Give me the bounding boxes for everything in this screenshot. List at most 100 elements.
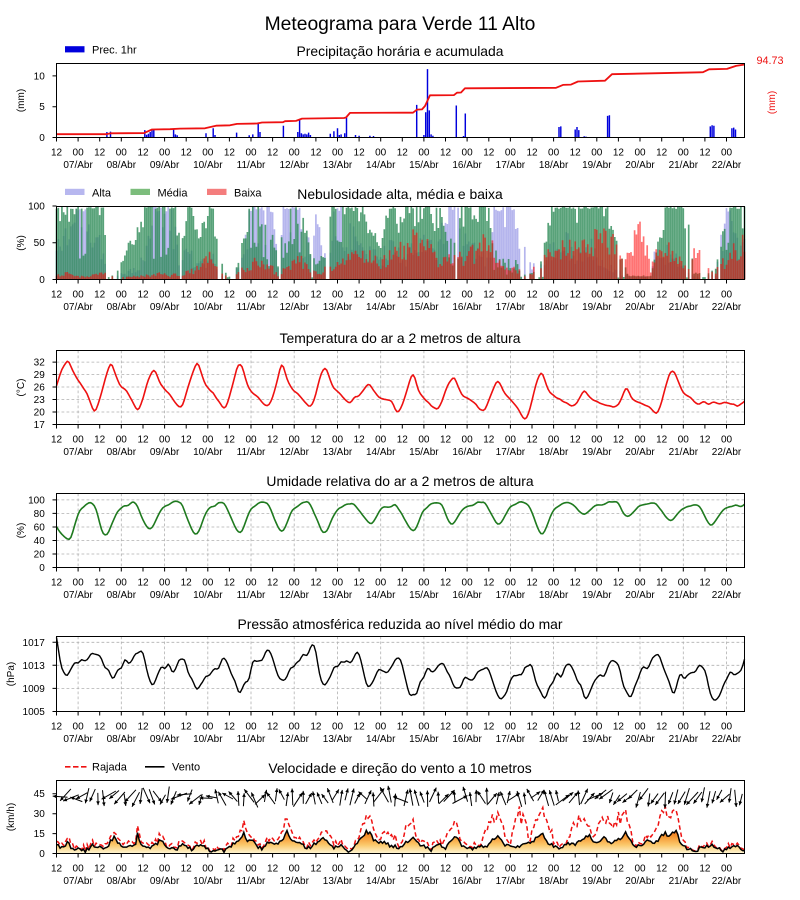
svg-text:12: 12 [224, 435, 236, 446]
svg-text:00: 00 [591, 148, 603, 159]
svg-text:00: 00 [505, 290, 517, 301]
svg-text:100: 100 [28, 495, 45, 506]
svg-text:Pressão atmosférica reduzida a: Pressão atmosférica reduzida ao nível mé… [237, 616, 562, 632]
svg-text:00: 00 [159, 578, 171, 589]
svg-text:00: 00 [418, 148, 430, 159]
svg-text:11/Abr: 11/Abr [237, 590, 266, 601]
svg-text:18/Abr: 18/Abr [539, 447, 569, 458]
svg-text:80: 80 [34, 509, 46, 520]
svg-text:5: 5 [39, 102, 45, 113]
svg-text:12: 12 [310, 578, 322, 589]
svg-text:09/Abr: 09/Abr [150, 447, 180, 458]
svg-text:19/Abr: 19/Abr [582, 734, 612, 745]
svg-text:12: 12 [440, 290, 452, 301]
svg-text:12: 12 [137, 578, 149, 589]
svg-text:00: 00 [375, 578, 387, 589]
svg-text:22/Abr: 22/Abr [712, 876, 742, 887]
svg-text:12: 12 [267, 578, 279, 589]
svg-text:00: 00 [462, 722, 474, 733]
svg-text:08/Abr: 08/Abr [107, 447, 137, 458]
svg-text:00: 00 [678, 148, 690, 159]
svg-text:22/Abr: 22/Abr [712, 160, 742, 171]
svg-text:12: 12 [526, 290, 538, 301]
svg-text:15/Abr: 15/Abr [409, 590, 439, 601]
svg-text:12: 12 [699, 722, 711, 733]
svg-text:50: 50 [34, 238, 46, 249]
svg-text:00: 00 [202, 435, 214, 446]
svg-text:00: 00 [505, 578, 517, 589]
svg-text:08/Abr: 08/Abr [107, 160, 137, 171]
svg-text:00: 00 [678, 290, 690, 301]
svg-text:00: 00 [159, 722, 171, 733]
svg-text:16/Abr: 16/Abr [452, 590, 482, 601]
svg-text:12: 12 [699, 290, 711, 301]
svg-text:17/Abr: 17/Abr [496, 590, 526, 601]
svg-text:00: 00 [73, 722, 85, 733]
svg-text:14/Abr: 14/Abr [366, 160, 396, 171]
svg-text:09/Abr: 09/Abr [150, 590, 180, 601]
svg-text:1005: 1005 [23, 707, 46, 718]
svg-text:12: 12 [224, 864, 236, 875]
svg-text:12: 12 [181, 578, 193, 589]
svg-text:00: 00 [332, 864, 344, 875]
svg-text:14/Abr: 14/Abr [366, 447, 396, 458]
svg-text:14/Abr: 14/Abr [366, 302, 396, 313]
svg-text:20/Abr: 20/Abr [625, 160, 655, 171]
svg-text:12: 12 [224, 290, 236, 301]
svg-text:00: 00 [634, 864, 646, 875]
svg-text:29: 29 [34, 370, 46, 381]
svg-text:00: 00 [591, 435, 603, 446]
svg-text:12: 12 [570, 148, 582, 159]
svg-text:12: 12 [440, 435, 452, 446]
svg-text:Rajada: Rajada [92, 762, 128, 774]
svg-text:12: 12 [397, 290, 409, 301]
svg-text:00: 00 [505, 864, 517, 875]
svg-text:12: 12 [94, 435, 106, 446]
svg-text:12: 12 [570, 578, 582, 589]
svg-text:13/Abr: 13/Abr [323, 447, 353, 458]
svg-text:16/Abr: 16/Abr [452, 876, 482, 887]
svg-text:21/Abr: 21/Abr [669, 160, 699, 171]
svg-text:12: 12 [137, 148, 149, 159]
svg-text:00: 00 [332, 290, 344, 301]
svg-text:60: 60 [34, 523, 46, 534]
svg-text:00: 00 [678, 722, 690, 733]
svg-text:(mm): (mm) [16, 89, 27, 112]
svg-text:11/Abr: 11/Abr [237, 734, 266, 745]
svg-text:12: 12 [483, 290, 495, 301]
svg-text:07/Abr: 07/Abr [63, 302, 93, 313]
svg-text:14/Abr: 14/Abr [366, 734, 396, 745]
svg-text:00: 00 [375, 722, 387, 733]
svg-text:Prec. 1hr: Prec. 1hr [92, 45, 137, 57]
svg-text:12: 12 [483, 148, 495, 159]
svg-text:00: 00 [245, 864, 257, 875]
svg-text:Temperatura do ar a 2 metros d: Temperatura do ar a 2 metros de altura [280, 330, 521, 346]
svg-text:15/Abr: 15/Abr [409, 160, 439, 171]
svg-text:11/Abr: 11/Abr [237, 876, 266, 887]
svg-text:12: 12 [137, 722, 149, 733]
svg-text:00: 00 [721, 864, 733, 875]
svg-text:17/Abr: 17/Abr [496, 734, 526, 745]
svg-text:40: 40 [34, 536, 46, 547]
svg-text:12/Abr: 12/Abr [279, 734, 309, 745]
svg-text:10/Abr: 10/Abr [193, 876, 223, 887]
svg-text:12: 12 [613, 290, 625, 301]
svg-text:(%): (%) [16, 523, 27, 539]
svg-text:00: 00 [332, 435, 344, 446]
svg-text:00: 00 [721, 722, 733, 733]
svg-text:12: 12 [94, 864, 106, 875]
svg-text:45: 45 [34, 789, 46, 800]
svg-text:00: 00 [245, 578, 257, 589]
svg-text:00: 00 [159, 290, 171, 301]
svg-text:15/Abr: 15/Abr [409, 876, 439, 887]
svg-text:00: 00 [159, 435, 171, 446]
svg-text:20/Abr: 20/Abr [625, 447, 655, 458]
svg-text:12: 12 [51, 148, 63, 159]
svg-text:12: 12 [570, 435, 582, 446]
svg-text:11/Abr: 11/Abr [237, 160, 266, 171]
svg-text:19/Abr: 19/Abr [582, 876, 612, 887]
svg-text:00: 00 [116, 435, 128, 446]
svg-text:00: 00 [634, 722, 646, 733]
svg-text:00: 00 [73, 290, 85, 301]
svg-text:21/Abr: 21/Abr [669, 734, 699, 745]
